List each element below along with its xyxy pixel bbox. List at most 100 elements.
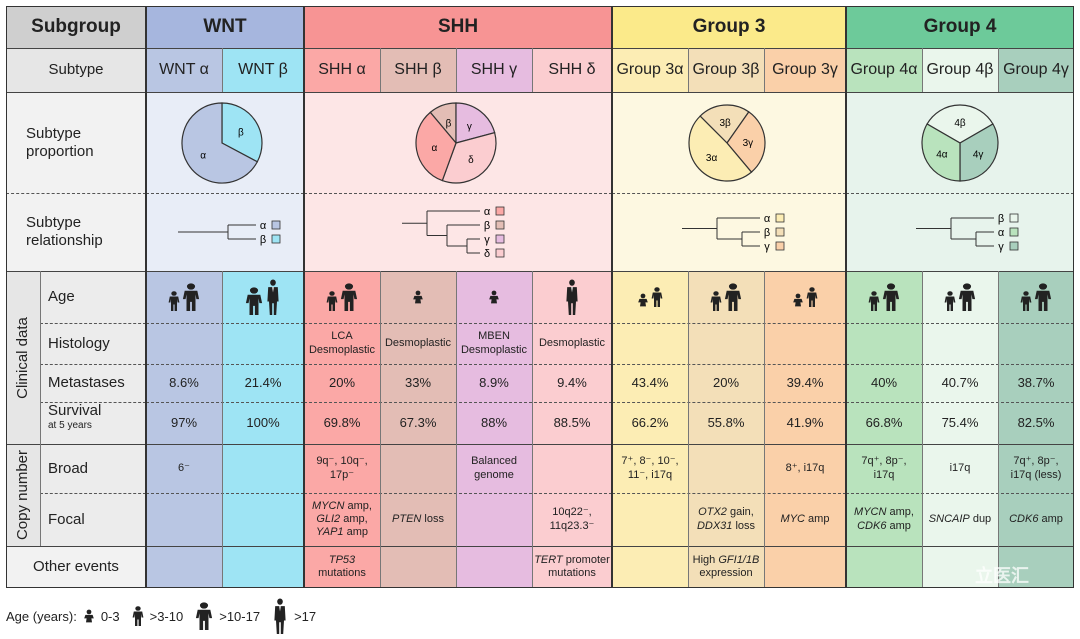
text-segment: DDX31 [696, 519, 733, 532]
text-segment: amp, [886, 506, 914, 519]
metastases-4-text: 8.9% [479, 375, 509, 391]
age-6 [612, 271, 688, 323]
infant-icon [413, 290, 423, 304]
tree-leaf-swatch [1009, 241, 1019, 251]
tree-leaf-swatch [495, 220, 505, 230]
survival-10: 75.4% [922, 402, 998, 444]
text-segment: amp, [344, 499, 372, 512]
survival-3-text: 67.3% [399, 415, 437, 431]
clinical-data-label: Clinical data [6, 271, 40, 444]
tree-leaf-label: γ [484, 234, 490, 246]
tree-leaf-label: γ [764, 241, 770, 253]
column-divider [998, 48, 999, 92]
metastases-11-text: 38.7% [1017, 375, 1055, 391]
subtype-5-text: SHH δ [548, 61, 596, 79]
column-divider [456, 48, 457, 92]
survival-11: 82.5% [998, 402, 1074, 444]
tree-g3: αβγ [682, 213, 785, 253]
pie-slice-label: 4β [954, 118, 966, 129]
tree-leaf-swatch [775, 241, 785, 251]
divider [846, 364, 1074, 365]
divider [846, 271, 1074, 272]
subtype-0: WNT α [146, 48, 222, 92]
divider [304, 546, 612, 547]
adolescent-icon [340, 283, 358, 311]
survival-2-text: 69.8% [323, 415, 361, 431]
broad-5 [532, 444, 612, 493]
subtype-11-text: Group 4γ [1003, 61, 1069, 79]
metastases-1: 21.4% [222, 364, 304, 402]
subtype-7: Group 3β [688, 48, 764, 92]
child-icon [326, 291, 338, 311]
pie-slice [455, 102, 496, 144]
divider [612, 323, 846, 324]
text-segment: gain, [726, 506, 754, 519]
pie-slice [181, 102, 259, 184]
metastases-6-text: 43.4% [631, 375, 669, 391]
child-icon [944, 291, 956, 311]
broad-9: 7q⁺, 8p⁻, i17q [846, 444, 922, 493]
histology-4: MBEN Desmoplastic [456, 323, 532, 364]
row-label-subtype-text: Subtype [48, 61, 104, 78]
relationship-bg-shh [304, 193, 612, 271]
metastases-7-text: 20% [712, 375, 740, 391]
row-label-relationship-text: Subtype relationship [26, 214, 103, 249]
divider [612, 493, 846, 494]
divider [40, 323, 146, 324]
histology-0 [146, 323, 222, 364]
column-divider [998, 271, 999, 588]
focal-9-text: MYCN amp, CDK6 amp [854, 506, 914, 532]
survival-9-text: 66.8% [865, 415, 903, 431]
focal-9: MYCN amp, CDK6 amp [846, 493, 922, 546]
other-4 [456, 546, 532, 588]
tree-leaf-label: β [260, 234, 266, 246]
divider [846, 444, 1074, 445]
other-9 [846, 546, 922, 588]
age-icons [326, 283, 358, 311]
survival-8-text: 41.9% [786, 415, 824, 431]
pie-slice-label: γ [467, 122, 472, 133]
relationship-bg-g4 [846, 193, 1074, 271]
column-divider [380, 48, 381, 92]
divider [40, 402, 146, 403]
divider [612, 48, 846, 49]
divider [304, 402, 612, 403]
histology-5: Desmoplastic [532, 323, 612, 364]
group-header-g4-text: Group 4 [923, 15, 997, 37]
other-1 [222, 546, 304, 588]
divider [304, 493, 612, 494]
subtype-9: Group 4α [846, 48, 922, 92]
metastases-8-text: 39.4% [786, 375, 824, 391]
age-icons [564, 279, 580, 315]
divider [846, 402, 1074, 403]
subtype-2: SHH α [304, 48, 380, 92]
metastases-8: 39.4% [764, 364, 846, 402]
metastases-9-text: 40% [870, 375, 898, 391]
text-segment: SNCAIP [928, 512, 970, 525]
age-5 [532, 271, 612, 323]
tree-leaf-swatch [495, 234, 505, 244]
metastases-4: 8.9% [456, 364, 532, 402]
text-segment: CDK6 [857, 519, 887, 532]
metastases-9: 40% [846, 364, 922, 402]
pie-shh: β γ δ α [415, 102, 497, 184]
column-divider [532, 271, 533, 588]
adolescent-icon [958, 283, 976, 311]
broad-3 [380, 444, 456, 493]
row-label-survival-text: at 5 years [48, 420, 92, 431]
row-label-survival-text: Survival [48, 402, 102, 419]
divider [304, 92, 612, 93]
histology-11 [998, 323, 1074, 364]
column-divider [764, 271, 765, 588]
text-segment: MYCN [312, 499, 345, 512]
divider [846, 92, 1074, 93]
text-segment: amp, [340, 512, 368, 525]
metastases-5-text: 9.4% [557, 375, 587, 391]
subtype-11: Group 4γ [998, 48, 1074, 92]
tree-leaf-label: α [260, 220, 267, 232]
divider [304, 444, 612, 445]
row-label-other: Other events [6, 546, 146, 588]
tree-leaf-swatch [495, 248, 505, 258]
age-9 [846, 271, 922, 323]
